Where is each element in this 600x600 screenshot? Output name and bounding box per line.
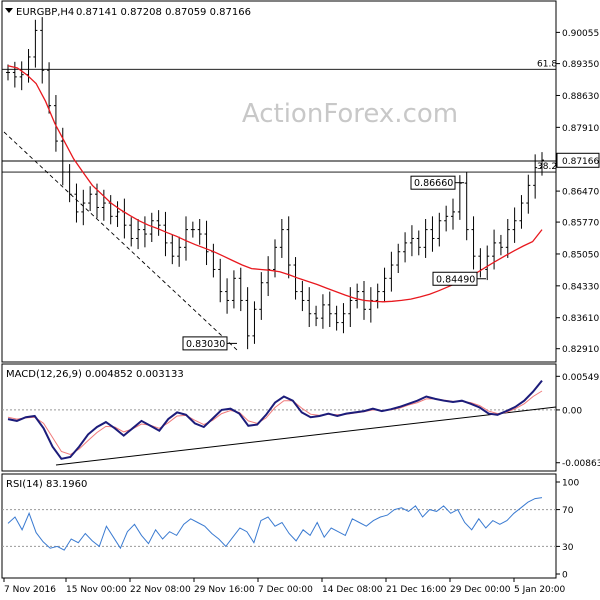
rsi-panel	[1, 473, 557, 579]
x-tick-label: 7 Nov 2016	[4, 585, 56, 595]
x-tick-label: 5 Jan 20:00	[514, 585, 566, 595]
current-price-box	[556, 152, 600, 168]
price-y-label: 0.82910	[562, 345, 599, 355]
price-y-label: 0.86470	[562, 188, 599, 198]
macd-panel	[1, 363, 557, 472]
x-tick-label: 15 Nov 00:00	[66, 585, 127, 595]
watermark: ActionForex.com	[242, 99, 458, 129]
price-y-label: 0.85770	[562, 219, 599, 229]
x-tick-label: 22 Nov 08:00	[130, 585, 191, 595]
price-y-label: 0.84330	[562, 282, 599, 292]
rsi-y-label: 100	[562, 479, 579, 489]
price-label: 0.86660	[414, 178, 453, 189]
price-y-label: 0.88630	[562, 92, 599, 102]
x-tick-label: 29 Nov 16:00	[194, 585, 255, 595]
price-y-label: 0.90055	[562, 29, 599, 39]
macd-line	[7, 379, 543, 460]
price-label: 0.84490	[436, 274, 475, 285]
macd-title: MACD(12,26,9) 0.004852 0.003133	[6, 369, 184, 380]
rsi-y-label: 70	[562, 506, 574, 516]
fib-level-label: 61.8	[537, 59, 557, 69]
rsi-y-label: 30	[562, 543, 574, 553]
rsi-title: RSI(14) 83.1960	[6, 479, 87, 490]
price-panel	[1, 0, 557, 363]
x-tick-label: 29 Dec 00:00	[450, 585, 511, 595]
x-tick-label: 14 Dec 08:00	[322, 585, 383, 595]
price-y-label: 0.89350	[562, 60, 599, 70]
price-y-label: 0.85050	[562, 250, 599, 260]
macd-y-label: 0.00	[562, 406, 582, 416]
rsi-line	[7, 497, 543, 551]
chart-ohlc: 0.87141 0.87208 0.87059 0.87166	[76, 7, 251, 18]
collapse-arrow-icon[interactable]	[5, 8, 13, 13]
chart-symbol: EURGBP,H4	[16, 7, 74, 18]
macd-y-label: 0.005495	[562, 373, 600, 383]
price-y-label: 0.83610	[562, 314, 599, 324]
x-tick-label: 21 Dec 16:00	[386, 585, 447, 595]
rsi-y-label: 0	[562, 571, 568, 581]
price-y-label: 0.87910	[562, 124, 599, 134]
price-y-label: 0.87166	[562, 157, 599, 167]
macd-trend-line	[55, 406, 557, 466]
fib-level-label: 38.2	[537, 162, 557, 172]
macd-y-label: -0.008639	[562, 459, 600, 469]
x-tick-label: 7 Dec 00:00	[258, 585, 313, 595]
price-label: 0.83030	[186, 339, 225, 350]
